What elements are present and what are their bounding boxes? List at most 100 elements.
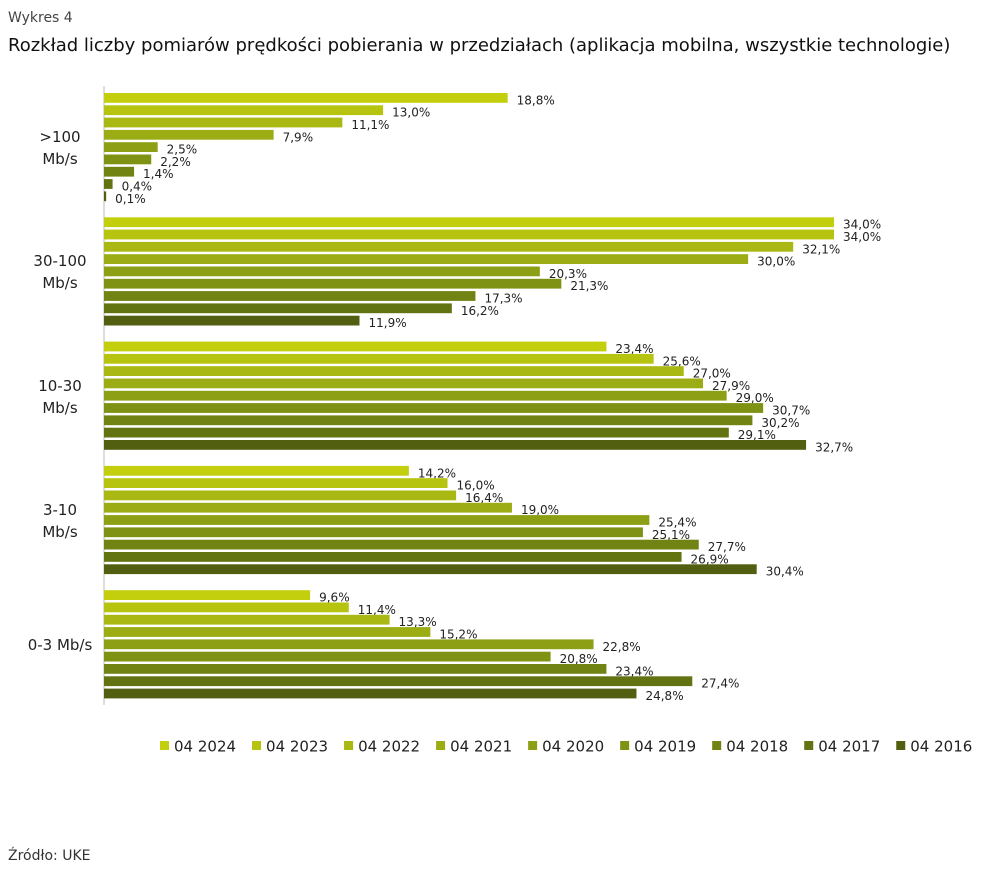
value-label: 32,7% [815, 440, 853, 454]
chart-title: Wykres 4 [8, 10, 73, 26]
bar [104, 217, 834, 228]
bar [104, 639, 594, 650]
bar [104, 129, 274, 140]
bar [104, 427, 729, 438]
bar [104, 378, 704, 389]
category-label: >100 Mb/s [39, 128, 81, 168]
bar [104, 142, 158, 152]
value-label: 15,2% [439, 628, 477, 642]
value-label: 2,5% [167, 143, 198, 157]
legend-marker [712, 741, 722, 750]
value-label: 30,2% [761, 416, 799, 430]
bar [104, 676, 693, 687]
bar [104, 478, 448, 488]
category-label: 0-3 Mb/s [27, 636, 93, 655]
bar [104, 241, 794, 252]
value-label: 16,2% [461, 304, 499, 318]
bar [104, 105, 384, 116]
legend-label: 04 2020 [542, 738, 604, 756]
legend-marker [344, 741, 354, 750]
value-label: 0,1% [115, 192, 146, 206]
value-label: 14,2% [418, 466, 456, 480]
value-label: 19,0% [521, 503, 559, 517]
bar [104, 166, 135, 177]
value-label: 27,4% [701, 677, 739, 691]
bar [104, 93, 508, 103]
legend-label: 04 2022 [358, 738, 420, 756]
value-label: 20,8% [560, 652, 598, 666]
bar [104, 527, 643, 538]
bar [104, 627, 431, 637]
legend-label: 04 2024 [174, 738, 236, 756]
bar [104, 515, 650, 525]
value-label: 0,4% [122, 180, 152, 194]
value-label: 11,4% [358, 603, 396, 617]
bar [104, 315, 360, 326]
bar [104, 502, 512, 513]
bar [104, 602, 349, 613]
value-label: 20,3% [549, 267, 587, 281]
bar [104, 664, 607, 674]
bar [104, 403, 764, 413]
value-label: 18,8% [517, 93, 555, 107]
bar [104, 117, 343, 128]
bar [104, 688, 637, 699]
category-label: 30-100 Mb/s [33, 252, 87, 293]
value-label: 7,9% [283, 130, 314, 144]
bar [104, 490, 457, 501]
legend-label: 04 2019 [634, 738, 696, 756]
value-label: 25,6% [663, 354, 701, 368]
bar [104, 291, 476, 301]
value-label: 1,4% [143, 167, 174, 181]
legend-marker [436, 741, 446, 750]
bar [104, 254, 749, 264]
bar [104, 229, 834, 240]
value-label: 32,1% [802, 242, 840, 256]
value-label: 27,9% [712, 379, 750, 393]
bar [104, 564, 757, 575]
bar [104, 191, 107, 202]
value-label: 11,1% [351, 118, 389, 132]
bar [104, 154, 152, 165]
legend-label: 04 2017 [818, 738, 880, 756]
category-label: 10-30 Mb/s [38, 376, 82, 417]
legend-label: 04 2016 [910, 738, 972, 756]
legend-label: 04 2021 [450, 738, 512, 756]
bar [104, 539, 699, 550]
legend-marker [896, 741, 906, 750]
value-label: 24,8% [645, 689, 683, 703]
bar [104, 341, 607, 352]
legend-marker [160, 741, 169, 750]
value-label: 23,4% [615, 342, 653, 356]
value-label: 9,6% [319, 591, 350, 605]
value-label: 16,0% [457, 479, 495, 493]
value-label: 11,9% [369, 316, 407, 330]
value-label: 21,3% [570, 279, 608, 293]
bar [104, 552, 682, 562]
legend-marker [252, 741, 262, 750]
value-label: 34,0% [843, 230, 881, 244]
value-label: 13,3% [399, 615, 437, 629]
value-label: 26,9% [691, 552, 729, 566]
bar [104, 415, 753, 426]
value-label: 25,1% [652, 528, 690, 542]
value-label: 25,4% [658, 516, 696, 530]
bar [104, 278, 562, 289]
legend-label: 04 2023 [266, 738, 328, 756]
value-label: 27,7% [708, 540, 746, 554]
bar [104, 266, 540, 277]
bar [104, 440, 807, 450]
value-label: 13,0% [392, 106, 430, 120]
bar [104, 465, 409, 476]
bar [104, 353, 654, 364]
value-label: 22,8% [603, 640, 641, 654]
bar [104, 390, 727, 401]
bar [104, 590, 311, 600]
value-label: 27,0% [693, 367, 731, 381]
value-label: 23,4% [615, 664, 653, 678]
legend-marker [804, 741, 814, 750]
bar [104, 179, 113, 189]
bar [104, 651, 551, 662]
legend-label: 04 2018 [726, 738, 788, 756]
